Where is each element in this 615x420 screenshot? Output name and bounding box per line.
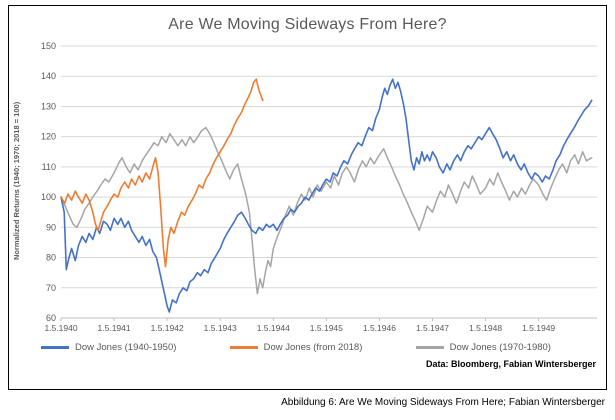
- legend-label: Dow Jones (1940-1950): [75, 342, 177, 353]
- legend-item-dow-1970: Dow Jones (1970-1980): [415, 342, 551, 353]
- svg-text:130: 130: [41, 101, 56, 111]
- legend: Dow Jones (1940-1950) Dow Jones (from 20…: [9, 340, 606, 353]
- svg-text:120: 120: [41, 132, 56, 142]
- svg-text:80: 80: [46, 253, 56, 263]
- svg-text:1.5.1942: 1.5.1942: [151, 323, 184, 333]
- svg-text:1.5.1941: 1.5.1941: [98, 323, 131, 333]
- svg-text:100: 100: [41, 192, 56, 202]
- svg-text:60: 60: [46, 313, 56, 323]
- line-chart: 60 70 80 90 100 110 120 130 140 150 1.5.1940 1.5.19…: [41, 41, 597, 333]
- svg-text:1.5.1945: 1.5.1945: [310, 323, 343, 333]
- legend-item-dow-2018: Dow Jones (from 2018): [229, 342, 363, 353]
- legend-item-dow-1940: Dow Jones (1940-1950): [41, 342, 176, 353]
- svg-text:70: 70: [46, 283, 56, 293]
- svg-text:1.5.1946: 1.5.1946: [363, 323, 396, 333]
- svg-text:1.5.1943: 1.5.1943: [204, 323, 237, 333]
- svg-text:1.5.1947: 1.5.1947: [416, 323, 449, 333]
- svg-text:1.5.1948: 1.5.1948: [469, 323, 502, 333]
- svg-text:1.5.1940: 1.5.1940: [44, 323, 77, 333]
- chart-area: Normalized Returns (1940; 1970; 2018 = 1…: [12, 38, 606, 340]
- chart-title: Are We Moving Sideways From Here?: [168, 16, 447, 33]
- svg-text:1.5.1944: 1.5.1944: [257, 323, 290, 333]
- legend-line-swatch-orange: [229, 346, 258, 349]
- figure-caption: Abbildung 6: Are We Moving Sideways From…: [281, 397, 605, 408]
- svg-text:1.5.1949: 1.5.1949: [522, 323, 555, 333]
- y-axis-label: Normalized Returns (1940; 1970; 2018 = 1…: [12, 101, 21, 260]
- svg-text:110: 110: [42, 162, 56, 172]
- svg-text:90: 90: [46, 222, 56, 232]
- source-note: Data: Bloomberg, Fabian Wintersberger: [426, 359, 596, 369]
- legend-line-swatch-blue: [41, 346, 69, 349]
- svg-text:150: 150: [41, 41, 56, 51]
- legend-label: Dow Jones (from 2018): [263, 342, 363, 353]
- legend-line-swatch-gray: [415, 346, 444, 349]
- legend-label: Dow Jones (1970-1980): [449, 342, 551, 353]
- svg-text:140: 140: [41, 71, 56, 81]
- chart-figure: Are We Moving Sideways From Here? Normal…: [8, 5, 607, 390]
